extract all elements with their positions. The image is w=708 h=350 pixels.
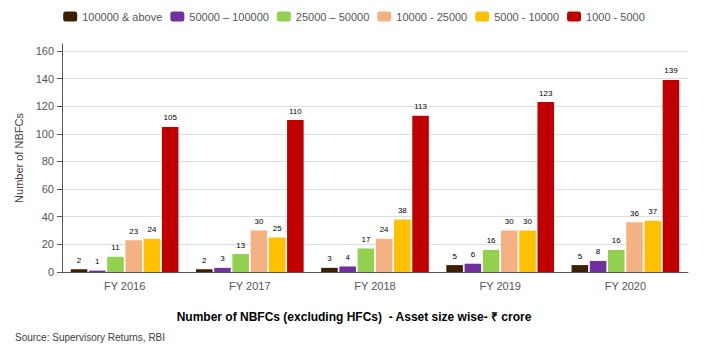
svg-text:FY 2019: FY 2019 xyxy=(480,280,521,292)
svg-text:30: 30 xyxy=(254,217,263,226)
svg-text:5000 - 10000: 5000 - 10000 xyxy=(494,11,559,23)
svg-text:23: 23 xyxy=(129,227,138,236)
svg-text:2: 2 xyxy=(77,256,82,265)
svg-text:100: 100 xyxy=(36,128,54,140)
svg-text:1000 - 5000: 1000 - 5000 xyxy=(586,11,645,23)
svg-text:5: 5 xyxy=(578,252,583,261)
svg-text:16: 16 xyxy=(612,236,621,245)
svg-text:17: 17 xyxy=(361,235,370,244)
svg-text:FY 2020: FY 2020 xyxy=(605,280,646,292)
svg-text:Number of NBFCs: Number of NBFCs xyxy=(13,113,25,203)
svg-text:140: 140 xyxy=(36,73,54,85)
svg-text:16: 16 xyxy=(487,236,496,245)
svg-text:FY 2018: FY 2018 xyxy=(354,280,395,292)
svg-text:160: 160 xyxy=(36,45,54,57)
svg-text:3: 3 xyxy=(327,254,332,263)
svg-text:10000 - 25000: 10000 - 25000 xyxy=(396,11,467,23)
svg-text:Number of NBFCs (excluding HFC: Number of NBFCs (excluding HFCs) - Asset… xyxy=(177,310,532,324)
svg-text:30: 30 xyxy=(505,217,514,226)
svg-text:1: 1 xyxy=(95,257,100,266)
svg-text:3: 3 xyxy=(220,254,225,263)
svg-text:11: 11 xyxy=(111,243,120,252)
svg-text:123: 123 xyxy=(539,89,553,98)
svg-text:Source: Supervisory Returns, R: Source: Supervisory Returns, RBI xyxy=(15,332,165,343)
svg-text:139: 139 xyxy=(664,66,678,75)
svg-text:105: 105 xyxy=(163,113,177,122)
svg-text:24: 24 xyxy=(147,225,156,234)
svg-text:120: 120 xyxy=(36,100,54,112)
svg-text:24: 24 xyxy=(380,225,389,234)
svg-text:2: 2 xyxy=(202,256,207,265)
svg-text:60: 60 xyxy=(42,183,54,195)
svg-text:FY 2016: FY 2016 xyxy=(104,280,145,292)
svg-text:6: 6 xyxy=(471,250,476,259)
svg-text:20: 20 xyxy=(42,238,54,250)
svg-text:36: 36 xyxy=(630,209,639,218)
svg-text:38: 38 xyxy=(398,206,407,215)
svg-text:110: 110 xyxy=(289,107,302,116)
svg-text:80: 80 xyxy=(42,155,54,167)
svg-text:100000 & above: 100000 & above xyxy=(82,11,162,23)
svg-text:FY 2017: FY 2017 xyxy=(229,280,270,292)
svg-text:37: 37 xyxy=(648,207,657,216)
svg-text:13: 13 xyxy=(236,241,245,250)
svg-text:5: 5 xyxy=(452,252,457,261)
svg-text:8: 8 xyxy=(596,247,601,256)
svg-text:50000 – 100000: 50000 – 100000 xyxy=(189,11,269,23)
svg-text:4: 4 xyxy=(345,253,350,262)
svg-text:25000 – 50000: 25000 – 50000 xyxy=(296,11,369,23)
svg-text:0: 0 xyxy=(48,266,54,278)
svg-text:25: 25 xyxy=(273,224,282,233)
svg-text:113: 113 xyxy=(414,102,427,111)
svg-text:30: 30 xyxy=(523,217,532,226)
svg-text:40: 40 xyxy=(42,211,54,223)
